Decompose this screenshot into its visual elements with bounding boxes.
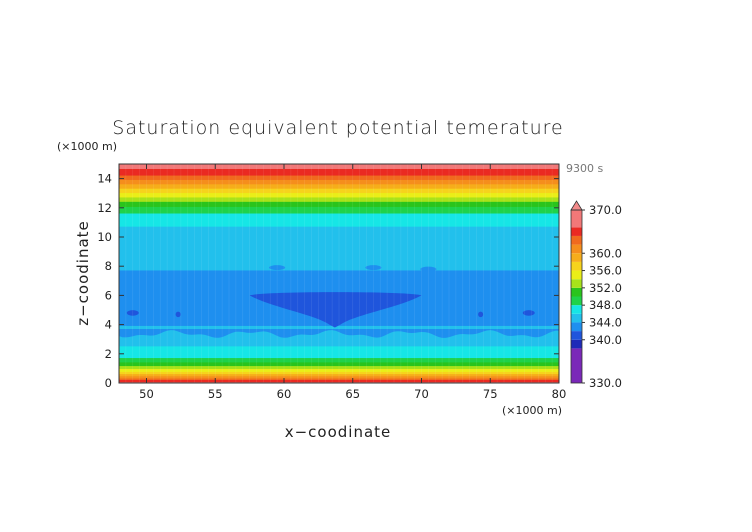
contour-band	[119, 226, 559, 271]
colorbar-segment	[571, 331, 582, 340]
contour-band	[119, 373, 559, 377]
y-tick-label: 6	[105, 288, 112, 302]
colorbar-segment	[571, 313, 582, 323]
colorbar-label: 330.0	[589, 376, 622, 390]
plot-frame	[118, 163, 560, 384]
time-label: 9300 s	[566, 162, 603, 175]
contour-band	[119, 365, 559, 369]
colorbar-frame	[570, 209, 583, 384]
colorbar-segment	[571, 261, 582, 271]
chart-title: Saturation equivalent potential temeratu…	[112, 117, 563, 139]
contour-band	[119, 381, 559, 383]
colorbar-label: 344.0	[589, 315, 622, 329]
contour-band	[119, 375, 559, 379]
y-unit-label: (×1000 m)	[57, 140, 117, 153]
y-tick-label: 2	[105, 347, 112, 361]
contour-band	[119, 361, 559, 367]
colorbar-label: 360.0	[589, 246, 622, 260]
x-axis: 50 55 60 65 70 75 80	[139, 164, 566, 401]
y-axis: 0 2 4 6 8 10 12 14	[97, 172, 559, 390]
contour-band	[119, 357, 559, 363]
colorbar: 370.0 360.0 356.0 352.0 348.0 344.0 340.0 330.0	[570, 200, 622, 390]
x-tick-label: 55	[208, 387, 223, 401]
contour-band	[119, 368, 559, 372]
y-axis-title: z−coodinate	[74, 220, 92, 326]
anomaly-pocket	[269, 265, 286, 271]
anomaly-pocket	[365, 265, 382, 271]
colorbar-extend-arrow	[570, 200, 583, 211]
y-tick-label: 14	[97, 172, 112, 186]
colorbar-segment	[571, 279, 582, 288]
colorbar-label: 370.0	[589, 203, 622, 217]
x-unit-label: (×1000 m)	[502, 404, 562, 417]
anomaly-pocket	[420, 266, 437, 272]
colorbar-segment	[571, 244, 582, 254]
colorbar-segment	[571, 339, 582, 349]
colorbar-segment	[571, 235, 582, 245]
contour-band	[119, 174, 559, 180]
contour-band	[119, 168, 559, 176]
y-tick-label: 0	[105, 376, 112, 390]
colorbar-segment	[571, 322, 582, 332]
contour-band	[119, 212, 559, 227]
contour-band	[119, 371, 559, 375]
colorbar-segment	[571, 348, 582, 383]
x-tick-label: 70	[414, 387, 429, 401]
x-tick-label: 50	[139, 387, 154, 401]
contour-band	[119, 206, 559, 214]
x-tick-label: 65	[345, 387, 360, 401]
y-tick-label: 12	[97, 201, 112, 215]
colorbar-label: 340.0	[589, 333, 622, 347]
y-tick-label: 10	[97, 230, 112, 244]
contour-band	[119, 183, 559, 189]
anomaly-region	[249, 292, 422, 328]
colorbar-segment	[571, 305, 582, 314]
x-tick-label: 80	[552, 387, 567, 401]
anomaly-pocket	[175, 311, 181, 318]
y-tick-label: 4	[105, 318, 112, 332]
colorbar-segment	[571, 210, 582, 228]
colorbar-segment	[571, 296, 582, 306]
contour-band	[119, 377, 559, 380]
colorbar-segment	[571, 227, 582, 236]
colorbar-segment	[571, 270, 582, 280]
anomaly-pocket	[126, 310, 139, 316]
x-tick-label: 75	[483, 387, 498, 401]
contour-band	[119, 272, 559, 283]
contour-band	[119, 328, 559, 338]
colorbar-label: 352.0	[589, 281, 622, 295]
contour-band	[119, 188, 559, 194]
contour-band	[119, 196, 559, 202]
contour-band	[119, 345, 559, 359]
x-axis-title: x−coodinate	[285, 423, 392, 441]
contour-band	[119, 179, 559, 185]
contour-band	[119, 192, 559, 198]
colorbar-segment	[571, 287, 582, 297]
plot-area	[119, 164, 559, 383]
anomaly-pocket	[522, 310, 535, 316]
y-tick-label: 8	[105, 259, 112, 273]
colorbar-label: 348.0	[589, 298, 622, 312]
contour-band	[119, 201, 559, 207]
contour-band	[119, 164, 559, 169]
colorbar-segment	[571, 253, 582, 262]
contour-band	[119, 379, 559, 383]
x-tick-label: 60	[277, 387, 292, 401]
anomaly-pocket	[478, 311, 484, 318]
colorbar-label: 356.0	[589, 264, 622, 278]
